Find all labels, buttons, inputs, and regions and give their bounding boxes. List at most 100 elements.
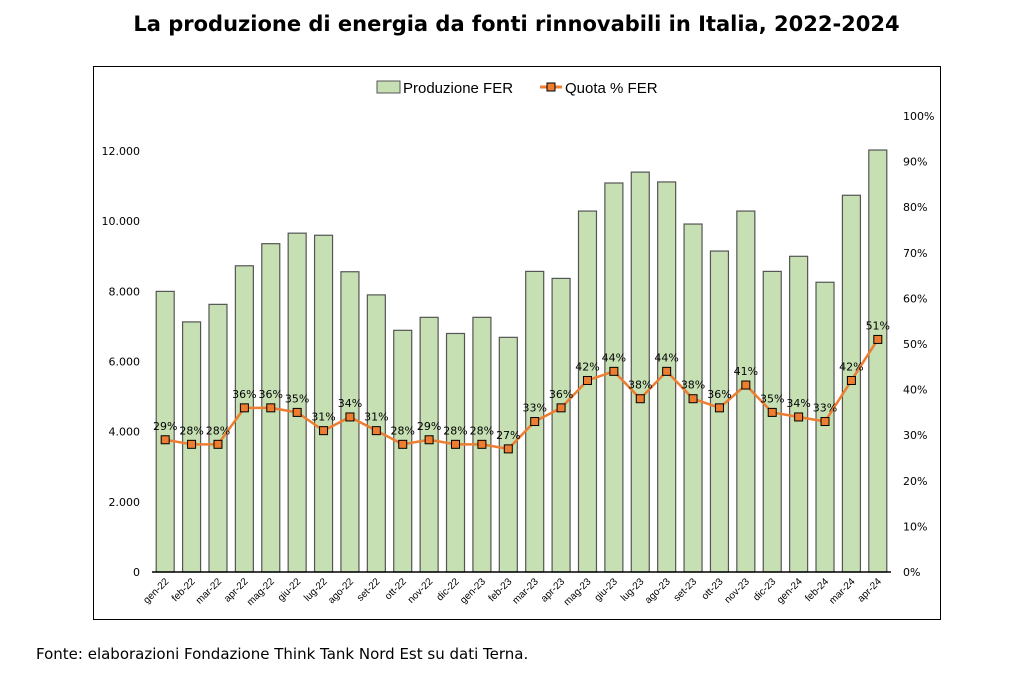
chart-title: La produzione di energia da fonti rinnov…	[133, 12, 900, 36]
data-label-lug-22: 31%	[311, 411, 335, 424]
data-label-mag-22: 36%	[259, 388, 283, 401]
x-axis-tick-label: mar-22	[194, 576, 224, 606]
legend-marker-quota-fer	[546, 82, 556, 92]
marker-apr-23	[556, 403, 566, 413]
right-axis-tick-label: 30%	[903, 429, 927, 442]
marker-nov-22	[424, 435, 434, 445]
left-axis-tick-label: 8.000	[109, 285, 141, 298]
x-axis-tick-label: giu-22	[276, 576, 304, 604]
marker-gen-24	[794, 412, 804, 422]
bar-mar-22	[208, 303, 228, 573]
marker-ago-23	[662, 366, 672, 376]
left-axis-tick-label: 10.000	[102, 215, 141, 228]
marker-dic-22	[451, 439, 461, 449]
bar-ott-22	[393, 329, 413, 573]
right-axis-tick-label: 100%	[903, 110, 934, 123]
x-axis-tick-label: ago-22	[326, 576, 356, 606]
x-axis-labels: gen-22feb-22mar-22apr-22mag-22giu-22lug-…	[142, 576, 885, 608]
data-label-lug-23: 38%	[628, 379, 652, 392]
x-axis-tick-label: lug-22	[302, 576, 330, 604]
marker-giu-23	[609, 366, 619, 376]
bar-apr-24	[868, 149, 888, 573]
x-axis-tick-label: gen-24	[775, 576, 805, 606]
data-label-set-22: 31%	[364, 411, 388, 424]
marker-mar-24	[846, 375, 856, 385]
right-axis-tick-label: 20%	[903, 475, 927, 488]
right-axis-tick-label: 90%	[903, 156, 927, 169]
marker-apr-24	[873, 334, 883, 344]
source-note: Fonte: elaborazioni Fondazione Think Tan…	[36, 645, 529, 663]
bar-mag-23	[577, 210, 598, 573]
marker-feb-24	[820, 417, 830, 427]
marker-feb-23	[503, 444, 513, 454]
data-label-nov-23: 41%	[734, 365, 758, 378]
line-quota-fer-path	[164, 338, 879, 451]
bar-lug-23	[630, 171, 650, 573]
x-axis-tick-label: ago-23	[643, 576, 673, 606]
bar-apr-22	[234, 265, 254, 573]
x-axis-tick-label: mar-24	[827, 576, 857, 606]
data-label-apr-24: 51%	[866, 319, 890, 332]
bar-feb-23	[498, 336, 518, 573]
marker-gen-23	[477, 439, 487, 449]
data-label-giu-22: 35%	[285, 392, 309, 405]
legend-label-quota-fer: Quota % FER	[565, 80, 658, 97]
data-label-ago-22: 34%	[338, 397, 362, 410]
marker-mag-22	[266, 403, 276, 413]
bar-dic-22	[445, 332, 466, 573]
right-axis-tick-label: 70%	[903, 247, 927, 260]
marker-ago-22	[345, 412, 355, 422]
marker-gen-22	[160, 435, 170, 445]
left-axis-tick-label: 0	[133, 566, 140, 579]
marker-set-22	[371, 426, 381, 436]
bars-produzione-fer	[155, 149, 888, 573]
x-axis-tick-label: gen-23	[458, 576, 488, 606]
x-axis-tick-label: nov-22	[406, 576, 436, 606]
x-axis-tick-label: giu-23	[593, 576, 621, 604]
right-axis-tick-label: 50%	[903, 338, 927, 351]
legend-label-produzione-fer: Produzione FER	[403, 80, 513, 97]
marker-set-23	[688, 394, 698, 404]
data-label-feb-22: 28%	[179, 424, 203, 437]
x-axis-tick-label: mag-22	[245, 576, 277, 608]
right-axis-tick-label: 40%	[903, 384, 927, 397]
marker-nov-23	[741, 380, 751, 390]
right-axis: 0% 10% 20% 30% 40% 50% 60% 70% 80% 90% 100%	[903, 110, 934, 579]
data-label-mar-23: 33%	[522, 402, 546, 415]
left-axis-tick-label: 2.000	[109, 496, 141, 509]
marker-dic-23	[767, 407, 777, 417]
marker-mag-23	[582, 375, 592, 385]
right-axis-tick-label: 0%	[903, 566, 920, 579]
x-axis-tick-label: mag-23	[562, 576, 594, 608]
x-axis-tick-label: apr-24	[856, 576, 885, 605]
marker-feb-22	[187, 439, 197, 449]
bar-dic-23	[762, 270, 782, 573]
right-axis-tick-label: 60%	[903, 292, 927, 305]
marker-lug-23	[635, 394, 645, 404]
x-axis-tick-label: set-22	[355, 576, 383, 604]
right-axis-tick-label: 80%	[903, 201, 927, 214]
marker-apr-22	[239, 403, 249, 413]
data-label-mag-23: 42%	[575, 360, 599, 373]
data-labels-quota-fer: 29% 28% 28%36% 36% 35%31%34%31%28% 29% 28% 28% 2…	[153, 319, 890, 441]
data-label-gen-22: 29%	[153, 420, 177, 433]
data-label-feb-24: 33%	[813, 402, 837, 415]
marker-ott-23	[714, 403, 724, 413]
data-label-nov-22: 29%	[417, 420, 441, 433]
left-axis: 0 2.000 4.000 6.000 8.000 10.000 12.000	[102, 145, 141, 579]
x-axis-tick-label: gen-22	[142, 576, 172, 606]
bar-feb-24	[815, 281, 835, 573]
data-label-ott-23: 36%	[707, 388, 731, 401]
left-axis-tick-label: 4.000	[109, 426, 141, 439]
data-label-ott-22: 28%	[391, 424, 415, 437]
x-axis-tick-label: nov-23	[723, 576, 753, 606]
bar-ago-22	[340, 271, 360, 573]
x-axis-tick-label: lug-23	[619, 576, 647, 604]
chart-frame	[93, 66, 941, 620]
data-label-mar-24: 42%	[839, 360, 863, 373]
marker-mar-22	[213, 439, 223, 449]
data-label-giu-23: 44%	[602, 351, 626, 364]
left-axis-tick-label: 12.000	[102, 145, 141, 158]
marker-lug-22	[319, 426, 329, 436]
